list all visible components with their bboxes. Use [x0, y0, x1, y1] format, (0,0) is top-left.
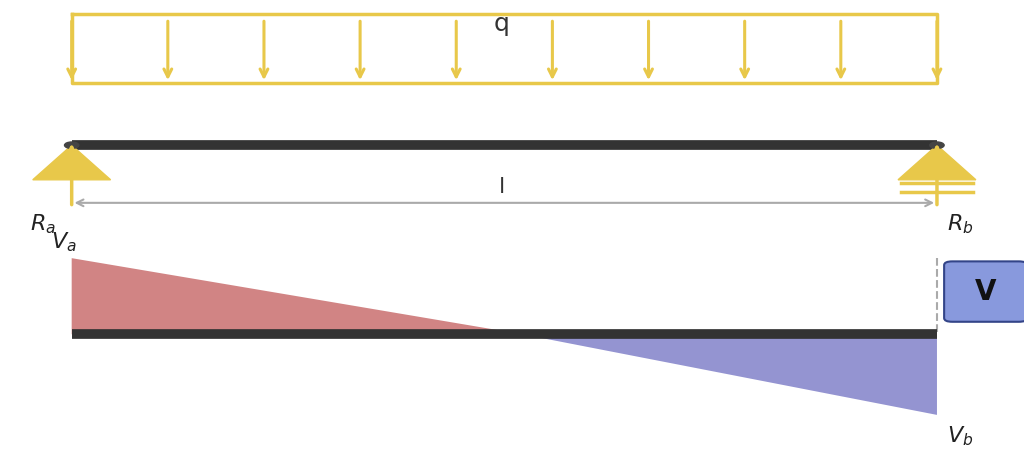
FancyBboxPatch shape — [944, 261, 1024, 322]
Circle shape — [65, 142, 79, 148]
Text: $R_b$: $R_b$ — [947, 212, 974, 236]
Text: $V_b$: $V_b$ — [947, 424, 974, 448]
Polygon shape — [522, 334, 937, 415]
Polygon shape — [33, 145, 111, 180]
Text: V: V — [975, 278, 996, 306]
Text: $R_a$: $R_a$ — [31, 212, 56, 236]
Text: l: l — [499, 177, 505, 197]
Polygon shape — [898, 145, 976, 180]
Text: $V_a$: $V_a$ — [51, 230, 77, 254]
Polygon shape — [72, 258, 522, 334]
Circle shape — [930, 142, 944, 148]
Text: q: q — [494, 12, 510, 35]
